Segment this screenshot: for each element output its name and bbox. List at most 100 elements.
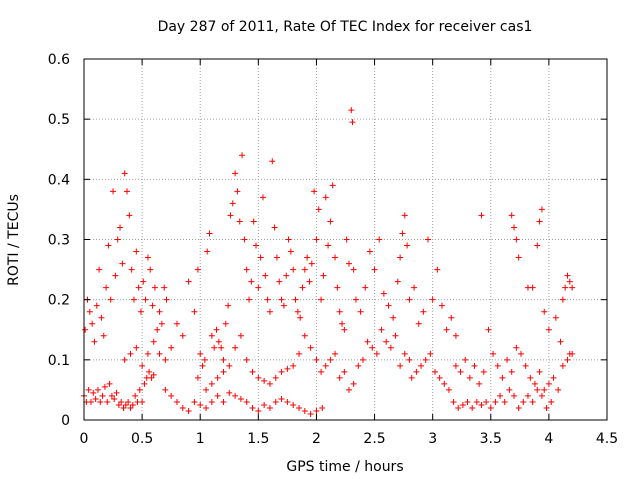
data-point — [469, 404, 476, 411]
data-point — [401, 350, 408, 357]
data-point — [162, 356, 169, 363]
data-point — [345, 386, 352, 393]
data-point — [90, 389, 97, 396]
data-point — [105, 242, 112, 249]
data-point — [284, 365, 291, 372]
data-point — [117, 224, 124, 231]
data-point — [87, 398, 94, 405]
data-point — [483, 398, 490, 405]
data-point — [517, 350, 524, 357]
data-point — [220, 368, 227, 375]
x-tick-label: 3 — [428, 431, 437, 447]
data-point — [278, 395, 285, 402]
data-point — [478, 212, 485, 219]
data-point — [89, 320, 96, 327]
data-point — [357, 308, 364, 315]
data-point — [501, 398, 508, 405]
data-point — [534, 242, 541, 249]
x-tick-label: 1 — [196, 431, 205, 447]
data-point — [355, 362, 362, 369]
data-point — [555, 386, 562, 393]
data-point — [401, 212, 408, 219]
data-point — [392, 332, 399, 339]
data-point — [339, 320, 346, 327]
data-point — [269, 158, 276, 165]
data-point — [506, 386, 513, 393]
data-point — [249, 404, 256, 411]
data-point — [359, 356, 366, 363]
data-point — [320, 272, 327, 279]
data-point — [290, 362, 297, 369]
data-point — [307, 410, 314, 417]
data-point — [136, 386, 143, 393]
data-point — [287, 248, 294, 255]
data-point — [232, 344, 239, 351]
data-point — [199, 362, 206, 369]
data-point — [294, 308, 301, 315]
data-point — [255, 284, 262, 291]
data-point — [306, 278, 313, 285]
data-point — [322, 362, 329, 369]
data-point — [101, 383, 108, 390]
data-point — [336, 308, 343, 315]
y-tick-label: 0.3 — [48, 233, 70, 249]
data-point — [125, 398, 132, 405]
data-point — [194, 374, 201, 381]
x-tick-label: 3.5 — [480, 431, 502, 447]
data-point — [397, 362, 404, 369]
data-point — [121, 170, 128, 177]
data-point — [259, 194, 266, 201]
data-point — [404, 242, 411, 249]
data-point — [147, 266, 154, 273]
data-point — [292, 296, 299, 303]
data-point — [284, 398, 291, 405]
data-point — [197, 350, 204, 357]
data-point — [142, 296, 149, 303]
data-point — [564, 356, 571, 363]
data-point — [206, 230, 213, 237]
data-point — [290, 401, 297, 408]
data-point — [144, 254, 151, 261]
data-point — [485, 326, 492, 333]
data-point — [93, 302, 100, 309]
data-point — [434, 266, 441, 273]
data-point — [464, 398, 471, 405]
data-point — [311, 188, 318, 195]
data-point — [162, 386, 169, 393]
data-point — [285, 236, 292, 243]
data-point — [508, 212, 515, 219]
x-tick-label: 0.5 — [131, 431, 153, 447]
data-point — [385, 302, 392, 309]
data-point — [227, 212, 234, 219]
data-point — [524, 392, 531, 399]
data-point — [352, 296, 359, 303]
data-point — [304, 254, 311, 261]
data-point — [315, 206, 322, 213]
data-point — [545, 326, 552, 333]
data-point — [511, 392, 518, 399]
data-point — [313, 356, 320, 363]
data-point — [492, 398, 499, 405]
data-point — [380, 290, 387, 297]
data-point — [345, 260, 352, 267]
data-point — [214, 392, 221, 399]
data-point — [232, 392, 239, 399]
data-point — [191, 398, 198, 405]
data-point — [220, 356, 227, 363]
data-point — [415, 320, 422, 327]
data-point — [283, 272, 290, 279]
data-point — [455, 404, 462, 411]
data-point — [329, 182, 336, 189]
data-point — [127, 350, 134, 357]
data-point — [226, 389, 233, 396]
data-point — [515, 254, 522, 261]
data-point — [494, 362, 501, 369]
data-point — [448, 314, 455, 321]
data-point — [343, 236, 350, 243]
data-point — [243, 398, 250, 405]
data-point — [115, 401, 122, 408]
data-point — [173, 320, 180, 327]
data-point — [480, 368, 487, 375]
data-point — [527, 374, 534, 381]
